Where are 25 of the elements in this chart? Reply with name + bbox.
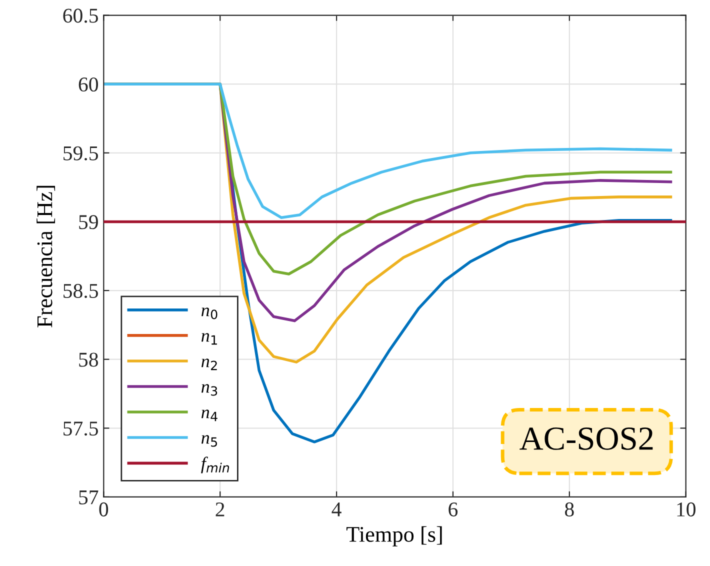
- y-tick-label: 57.5: [64, 422, 98, 436]
- legend-label: n$_{0}$: [202, 308, 218, 320]
- y-tick-label: 58.5: [64, 284, 98, 298]
- legend-label: n$_{2}$: [202, 358, 217, 370]
- y-tick-label: 60: [78, 77, 98, 92]
- y-tick-label: 57: [79, 490, 98, 504]
- x-tick-label: 10: [677, 502, 696, 516]
- y-tick-label: 59.5: [64, 146, 98, 160]
- x-tick-label: 4: [332, 502, 342, 516]
- x-tick-label: 2: [216, 502, 224, 516]
- legend-label: n$_{5}$: [202, 435, 218, 447]
- legend-label: n$_{1}$: [202, 333, 217, 345]
- y-axis-title: Frecuencia [Hz]: [36, 186, 56, 328]
- y-tick-label: 60.5: [63, 8, 98, 23]
- x-tick-label: 0: [99, 502, 108, 516]
- x-tick-label: 8: [565, 502, 574, 516]
- legend-label: n$_{4}$: [202, 410, 218, 422]
- y-tick-label: 59: [79, 215, 98, 230]
- annotation: AC-SOS2: [520, 428, 653, 450]
- legend-label: n$_{3}$: [202, 384, 218, 396]
- legend-label: f$_{min}$: [201, 456, 230, 474]
- line-series: [104, 82, 672, 219]
- x-tick-label: 6: [448, 502, 458, 516]
- x-axis-title: Tiempo [s]: [346, 526, 442, 546]
- y-tick-label: 58: [79, 352, 98, 367]
